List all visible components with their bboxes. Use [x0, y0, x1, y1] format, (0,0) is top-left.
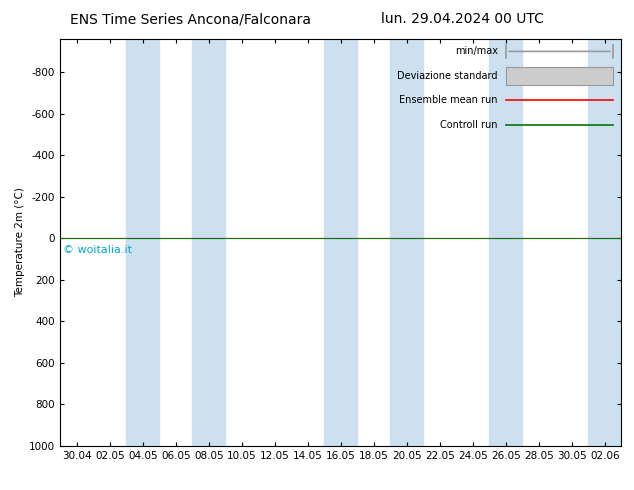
Text: Controll run: Controll run [441, 120, 498, 130]
Text: min/max: min/max [455, 47, 498, 56]
Text: Ensemble mean run: Ensemble mean run [399, 95, 498, 105]
Y-axis label: Temperature 2m (°C): Temperature 2m (°C) [15, 188, 25, 297]
Text: Deviazione standard: Deviazione standard [398, 71, 498, 81]
Bar [507, 67, 613, 85]
Bar [324, 39, 358, 446]
Text: © woitalia.it: © woitalia.it [63, 245, 132, 255]
Bar [588, 39, 621, 446]
Bar [391, 39, 424, 446]
Bar [489, 39, 522, 446]
Bar [192, 39, 225, 446]
Text: ENS Time Series Ancona/Falconara: ENS Time Series Ancona/Falconara [70, 12, 311, 26]
Text: lun. 29.04.2024 00 UTC: lun. 29.04.2024 00 UTC [382, 12, 544, 26]
Bar [126, 39, 159, 446]
